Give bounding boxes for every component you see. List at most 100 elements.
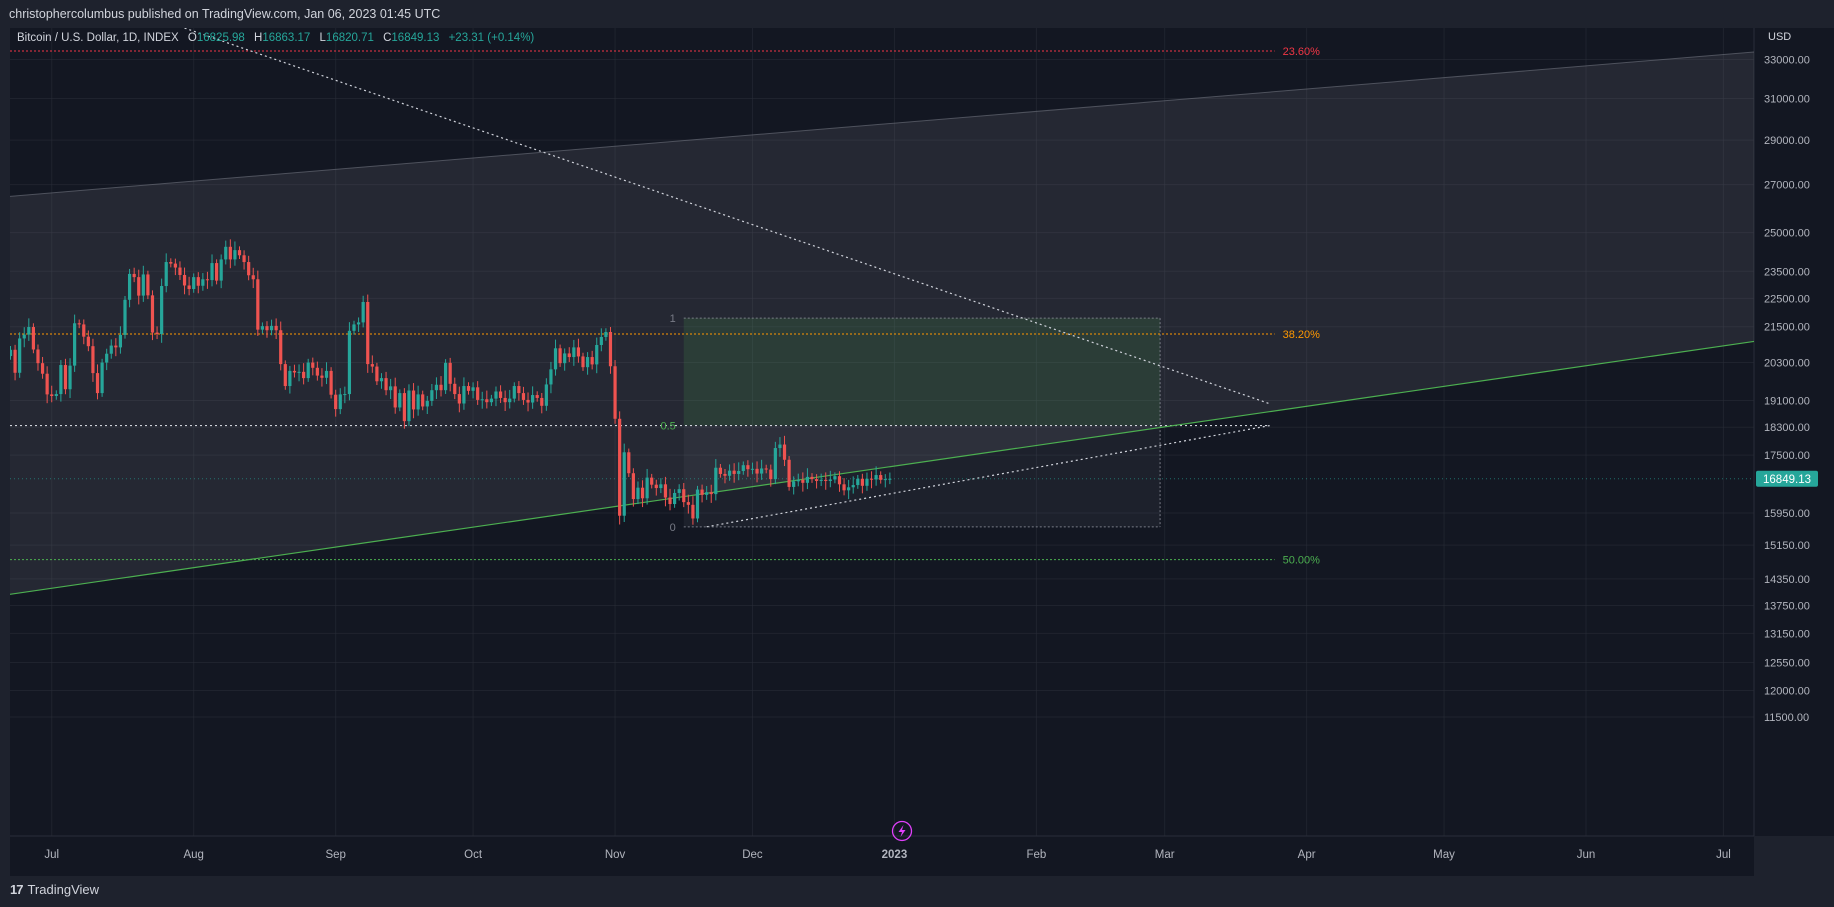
candle-body [585, 357, 590, 368]
candle-body [503, 397, 507, 403]
ascending-support-line[interactable] [706, 424, 1271, 528]
candle-body [269, 325, 274, 331]
channel-top-line[interactable] [10, 51, 1754, 197]
legend-low-value: 16820.71 [326, 32, 374, 44]
candle-body [860, 478, 864, 486]
tradingview-brand[interactable]: 17 TradingView [10, 882, 99, 897]
candle-body [247, 262, 251, 276]
candle-body [682, 489, 686, 503]
last-price-badge: 16849.13 [1756, 470, 1818, 487]
price-tick-label: 13150.00 [1764, 628, 1810, 640]
time-tick-label: May [1433, 849, 1455, 861]
candle-body [480, 399, 484, 401]
candle-body [723, 473, 727, 476]
candle-body [18, 338, 22, 373]
candle-body [760, 468, 764, 474]
price-tick-label: 18300.00 [1764, 422, 1810, 434]
candle-body [311, 362, 315, 368]
legend-high-value: 16863.17 [262, 32, 310, 44]
grid [10, 28, 1754, 836]
fib-label-23-6: 23.60% [1283, 46, 1321, 58]
candle-body [105, 353, 109, 363]
fib-label-38-2: 38.20% [1283, 329, 1321, 341]
candle-body [242, 255, 246, 263]
candle-body [411, 390, 416, 410]
candle-body [169, 262, 173, 264]
candlestick-series[interactable] [9, 239, 892, 525]
candle-body [109, 345, 113, 354]
candle-body [439, 384, 443, 391]
candle-body [155, 332, 159, 335]
price-tick-label: 14350.00 [1764, 574, 1810, 586]
candle-body [828, 479, 832, 481]
candle-body [421, 394, 425, 407]
candle-body [874, 475, 878, 480]
candle-body [631, 473, 635, 500]
candle-body [636, 487, 640, 500]
candle-body [476, 387, 480, 400]
candle-body [150, 295, 155, 333]
candle-body [457, 394, 461, 404]
candle-body [256, 279, 260, 330]
symbol-legend[interactable]: Bitcoin / U.S. Dollar, 1D, INDEX O16825.… [17, 32, 534, 44]
candle-body [782, 444, 787, 460]
price-chart[interactable]: 1 0.5 0 23.60% 38.20% 50.00% Bitcoin / U… [0, 28, 1834, 876]
candle-body [306, 362, 310, 379]
position-lower-zone[interactable] [683, 425, 1161, 527]
candle-body [521, 393, 526, 400]
price-axis-ticks: 33000.00 31000.00 29000.00 27000.00 25000.00… [1764, 55, 1810, 725]
candle-body [210, 263, 214, 281]
price-axis-background[interactable] [1754, 28, 1834, 836]
candle-body [434, 384, 439, 391]
time-axis-ticks: Jul Aug Sep Oct Nov Dec 2023 Feb Mar Apr May Jun Jul [44, 849, 1730, 861]
legend-high-label: H [254, 32, 262, 44]
candle-body [645, 477, 649, 499]
candle-body [393, 386, 397, 408]
time-tick-label: Feb [1027, 849, 1047, 861]
candle-body [219, 259, 223, 281]
chart-background [10, 28, 1754, 836]
candle-body [595, 344, 599, 365]
price-tick-label: 29000.00 [1764, 135, 1810, 147]
candle-body [673, 492, 677, 505]
candle-body [205, 279, 210, 281]
candle-body [792, 481, 796, 487]
candle-body [558, 348, 562, 364]
published-text: christophercolumbus published on Trading… [9, 7, 441, 21]
legend-open-value: 16825.98 [197, 32, 245, 44]
candle-body [86, 336, 90, 347]
candle-body [466, 386, 471, 391]
candle-body [613, 366, 617, 419]
position-target-zone[interactable] [683, 318, 1161, 426]
candle-body [842, 484, 846, 491]
candle-body [77, 323, 81, 325]
candle-body [526, 399, 530, 403]
candle-body [778, 444, 782, 449]
candle-body [572, 347, 576, 358]
candle-body [127, 273, 132, 300]
candle-body [732, 470, 736, 474]
lightning-icon[interactable] [891, 820, 913, 842]
candle-body [123, 299, 127, 335]
candle-body [288, 370, 292, 387]
candle-body [714, 467, 718, 495]
candle-body [824, 479, 828, 481]
candle-body [160, 286, 164, 335]
candle-body [50, 394, 54, 397]
candle-body [640, 487, 645, 499]
time-axis-background[interactable] [10, 836, 1754, 876]
candle-body [741, 465, 745, 472]
green-trendline[interactable] [10, 340, 1754, 595]
candle-body [279, 330, 283, 365]
candle-body [654, 484, 658, 489]
candle-body [856, 478, 860, 486]
candle-body [201, 279, 205, 286]
time-tick-label: Nov [605, 849, 626, 861]
price-tick-label: 12000.00 [1764, 685, 1810, 697]
descending-trendline[interactable] [184, 28, 1271, 405]
candle-body [599, 336, 603, 345]
candle-body [82, 324, 86, 337]
candle-body [237, 250, 242, 256]
candle-body [274, 325, 278, 331]
candle-body [691, 504, 695, 519]
